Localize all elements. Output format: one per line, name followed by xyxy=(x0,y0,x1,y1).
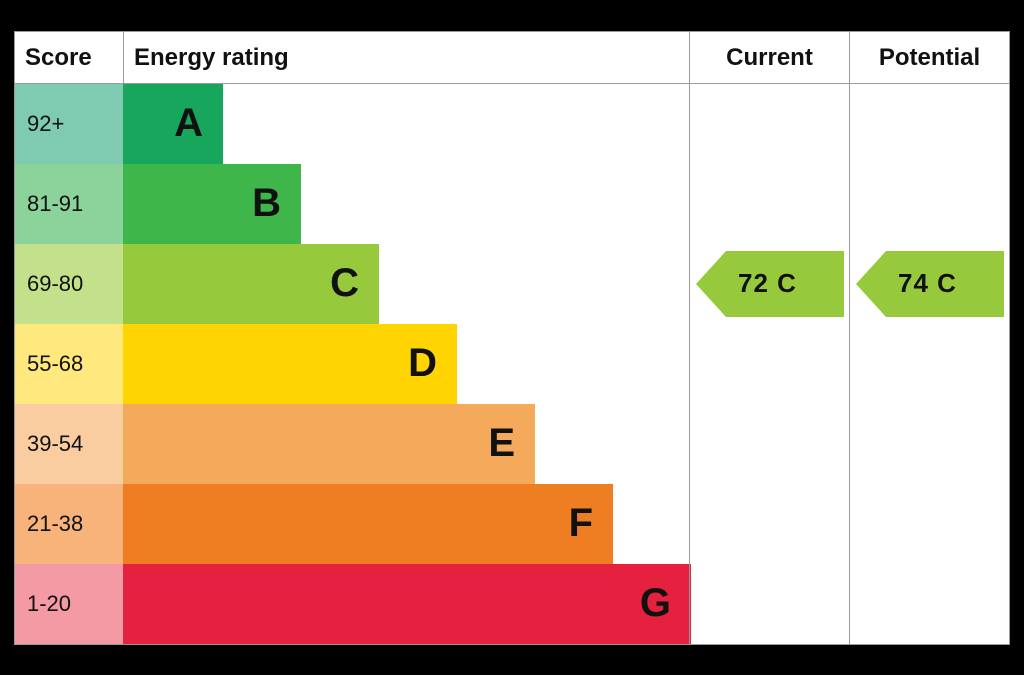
potential-arrow-text: 74 C xyxy=(856,268,957,299)
band-row-f: 21-38 F xyxy=(15,484,689,564)
rating-letter-f: F xyxy=(569,501,593,546)
band-row-d: 55-68 D xyxy=(15,324,689,404)
score-range-f: 21-38 xyxy=(15,484,123,564)
rating-letter-e: E xyxy=(488,421,515,466)
header-current: Current xyxy=(689,32,849,83)
current-column: 72 C xyxy=(689,84,849,644)
score-range-e: 39-54 xyxy=(15,404,123,484)
potential-column: 74 C xyxy=(849,84,1009,644)
rating-bar-f: F xyxy=(123,484,613,564)
potential-arrow: 74 C xyxy=(856,251,1004,317)
chart-body: 92+A81-91B69-80C55-68D39-54E21-38F1-20G … xyxy=(15,84,1009,644)
rating-letter-c: C xyxy=(330,261,359,306)
rating-bar-a: A xyxy=(123,84,223,164)
current-arrow: 72 C xyxy=(696,251,844,317)
rating-bar-c: C xyxy=(123,244,379,324)
rating-letter-g: G xyxy=(640,581,671,626)
header-score: Score xyxy=(15,32,123,83)
score-range-d: 55-68 xyxy=(15,324,123,404)
score-range-a: 92+ xyxy=(15,84,123,164)
score-range-c: 69-80 xyxy=(15,244,123,324)
bars-column: 92+ A 81-91 B 69-80 C 55-68 D 39-54 E 21-38 F 1-20 G xyxy=(15,84,689,644)
current-arrow-text: 72 C xyxy=(696,268,797,299)
epc-chart: Score Energy rating Current Potential 92… xyxy=(14,31,1010,645)
band-row-e: 39-54 E xyxy=(15,404,689,484)
rating-bar-b: B xyxy=(123,164,301,244)
header-rating: Energy rating xyxy=(123,32,689,83)
rating-bar-e: E xyxy=(123,404,535,484)
band-row-c: 69-80 C xyxy=(15,244,689,324)
band-row-g: 1-20 G xyxy=(15,564,689,644)
band-row-a: 92+ A xyxy=(15,84,689,164)
rating-letter-d: D xyxy=(408,341,437,386)
header-row: Score Energy rating Current Potential xyxy=(15,32,1009,84)
rating-bar-g: G xyxy=(123,564,691,644)
score-range-g: 1-20 xyxy=(15,564,123,644)
rating-letter-a: A xyxy=(174,101,203,146)
band-row-b: 81-91 B xyxy=(15,164,689,244)
rating-bar-d: D xyxy=(123,324,457,404)
header-potential: Potential xyxy=(849,32,1009,83)
rating-letter-b: B xyxy=(252,181,281,226)
score-range-b: 81-91 xyxy=(15,164,123,244)
